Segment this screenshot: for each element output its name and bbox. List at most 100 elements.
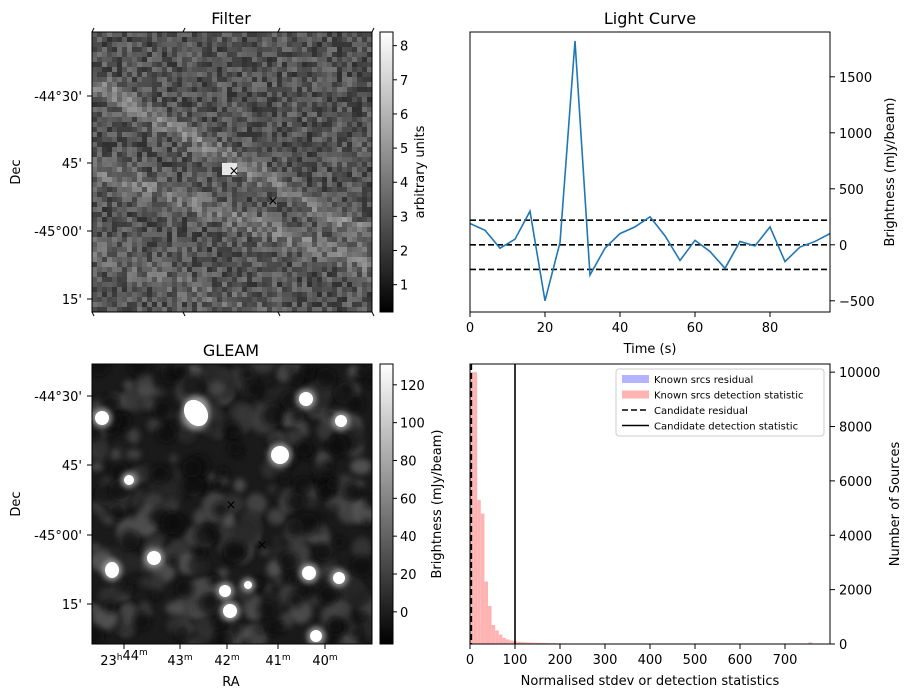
filter-pixel <box>212 77 218 83</box>
filter-pixel <box>322 247 328 253</box>
light-curve-x-tick-label: 40 <box>612 321 629 336</box>
filter-pixel <box>172 187 178 193</box>
filter-pixel <box>267 197 273 203</box>
filter-pixel <box>172 32 178 38</box>
filter-pixel <box>252 307 258 313</box>
filter-pixel <box>352 117 358 123</box>
filter-pixel <box>352 92 358 98</box>
filter-pixel <box>107 92 113 98</box>
filter-pixel <box>127 127 133 133</box>
filter-pixel <box>222 112 228 118</box>
filter-pixel <box>312 92 318 98</box>
filter-pixel <box>167 147 173 153</box>
filter-pixel <box>347 302 353 308</box>
filter-pixel <box>107 137 113 143</box>
filter-pixel <box>337 82 343 88</box>
filter-pixel <box>112 237 118 243</box>
light-curve-x-ticks: 0 20 40 60 80 <box>466 312 778 336</box>
filter-pixel <box>222 207 228 213</box>
gleam-source <box>333 572 345 584</box>
filter-pixel <box>212 242 218 248</box>
filter-pixel <box>257 287 263 293</box>
filter-pixel <box>337 167 343 173</box>
filter-pixel <box>247 157 253 163</box>
filter-pixel <box>112 252 118 258</box>
filter-pixel <box>107 87 113 93</box>
histogram-bar <box>520 642 524 644</box>
filter-pixel <box>122 142 128 148</box>
filter-pixel <box>102 302 108 308</box>
filter-pixel <box>287 137 293 143</box>
filter-pixel <box>362 32 368 38</box>
filter-pixel <box>192 32 198 38</box>
filter-pixel <box>182 32 188 38</box>
filter-pixel <box>132 252 138 258</box>
filter-pixel <box>307 192 313 198</box>
gleam-noise-dark <box>167 555 179 567</box>
filter-pixel <box>307 97 313 103</box>
filter-pixel <box>212 197 218 203</box>
filter-pixel <box>292 262 298 268</box>
filter-pixel <box>117 147 123 153</box>
filter-pixel <box>352 177 358 183</box>
filter-pixel <box>237 272 243 278</box>
filter-pixel <box>182 247 188 253</box>
gleam-colorbar <box>379 363 394 645</box>
filter-pixel <box>137 52 143 58</box>
filter-pixel <box>257 257 263 263</box>
filter-pixel <box>277 162 283 168</box>
filter-pixel <box>157 252 163 258</box>
filter-pixel <box>187 52 193 58</box>
gleam-source <box>124 475 134 485</box>
filter-pixel <box>317 222 323 228</box>
filter-pixel <box>147 67 153 73</box>
filter-pixel <box>122 262 128 268</box>
filter-pixel <box>112 122 118 128</box>
filter-pixel <box>287 237 293 243</box>
filter-pixel <box>362 197 368 203</box>
filter-pixel <box>367 207 373 213</box>
filter-pixel <box>342 292 348 298</box>
filter-pixel <box>187 77 193 83</box>
filter-pixel <box>357 142 363 148</box>
filter-pixel <box>337 102 343 108</box>
filter-pixel <box>97 97 103 103</box>
filter-pixel <box>187 202 193 208</box>
filter-pixel <box>92 107 98 113</box>
filter-pixel <box>97 222 103 228</box>
filter-pixel <box>332 282 338 288</box>
filter-pixel <box>92 242 98 248</box>
filter-pixel <box>262 267 268 273</box>
filter-pixel <box>172 157 178 163</box>
filter-pixel <box>157 277 163 283</box>
filter-pixel <box>97 87 103 93</box>
filter-pixel <box>117 82 123 88</box>
filter-pixel <box>222 127 228 133</box>
filter-pixel <box>97 307 103 313</box>
filter-pixel <box>232 142 238 148</box>
histogram-bar <box>502 638 506 644</box>
filter-pixel <box>127 272 133 278</box>
filter-pixel <box>247 267 253 273</box>
filter-pixel <box>277 217 283 223</box>
filter-pixel <box>327 127 333 133</box>
filter-pixel <box>142 112 148 118</box>
filter-pixel <box>302 302 308 308</box>
filter-pixel <box>357 112 363 118</box>
filter-pixel <box>277 92 283 98</box>
filter-pixel <box>217 142 223 148</box>
filter-pixel <box>357 192 363 198</box>
filter-pixel <box>172 262 178 268</box>
filter-pixel <box>147 122 153 128</box>
filter-pixel <box>287 167 293 173</box>
filter-pixel <box>332 157 338 163</box>
filter-pixel <box>227 242 233 248</box>
filter-pixel <box>107 127 113 133</box>
filter-pixel <box>222 287 228 293</box>
filter-pixel <box>177 217 183 223</box>
filter-pixel <box>192 287 198 293</box>
filter-pixel <box>132 292 138 298</box>
filter-pixel <box>312 62 318 68</box>
filter-pixel <box>347 92 353 98</box>
filter-pixel <box>127 47 133 53</box>
